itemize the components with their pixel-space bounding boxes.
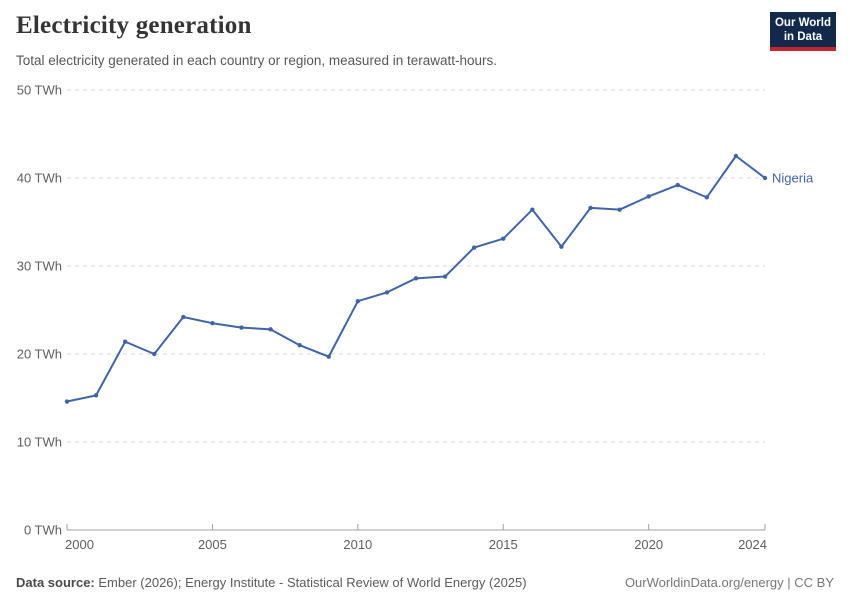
x-tick-label: 2015 bbox=[489, 537, 518, 552]
data-point[interactable] bbox=[152, 351, 157, 357]
data-point[interactable] bbox=[675, 182, 680, 188]
data-point[interactable] bbox=[442, 274, 448, 279]
data-point[interactable] bbox=[326, 354, 331, 359]
page-title: Electricity generation bbox=[16, 12, 252, 39]
data-point[interactable] bbox=[501, 236, 506, 241]
owid-logo[interactable]: Our World in Data bbox=[770, 12, 836, 51]
data-point[interactable] bbox=[762, 175, 768, 181]
owid-logo-line1: Our World bbox=[774, 17, 831, 29]
data-source-label: Data source: bbox=[16, 574, 95, 590]
data-point[interactable] bbox=[559, 244, 564, 249]
x-tick-label: 2000 bbox=[65, 537, 94, 552]
y-tick-label: 40 TWh bbox=[17, 171, 62, 186]
data-source-text: Ember (2026); Energy Institute - Statist… bbox=[98, 574, 527, 590]
data-point[interactable] bbox=[384, 290, 390, 295]
data-point[interactable] bbox=[530, 207, 535, 212]
data-point[interactable] bbox=[210, 321, 215, 326]
line-chart: 0 TWh 10 TWh 20 TWh 30 TWh 40 TWh 50 TWh 2000 2… bbox=[17, 83, 814, 553]
data-point[interactable] bbox=[239, 325, 244, 330]
chart-footer: Data source: Ember (2026); Energy Instit… bbox=[0, 572, 850, 592]
data-point[interactable] bbox=[268, 327, 273, 332]
data-point[interactable] bbox=[297, 343, 302, 348]
data-point[interactable] bbox=[93, 393, 99, 398]
data-point[interactable] bbox=[64, 399, 70, 404]
y-tick-label: 10 TWh bbox=[17, 435, 62, 450]
owid-logo-line2: in Data bbox=[783, 31, 823, 43]
data-point[interactable] bbox=[122, 339, 128, 344]
y-tick-label: 20 TWh bbox=[17, 347, 62, 362]
x-tick-label: 2005 bbox=[198, 537, 227, 552]
data-point[interactable] bbox=[181, 314, 186, 320]
data-point[interactable] bbox=[588, 205, 593, 211]
chart-subtitle: Total electricity generated in each coun… bbox=[16, 53, 497, 68]
credit-link[interactable]: OurWorldinData.org/energy | CC BY bbox=[624, 574, 834, 590]
y-tick-label: 50 TWh bbox=[17, 83, 62, 98]
x-tick-label: 2024 bbox=[738, 537, 767, 552]
x-tick-label: 2010 bbox=[343, 537, 372, 552]
data-source: Data source: Ember (2026); Energy Instit… bbox=[16, 575, 527, 590]
data-point[interactable] bbox=[733, 153, 739, 159]
data-point[interactable] bbox=[413, 276, 419, 281]
x-tick-label: 2020 bbox=[634, 537, 663, 552]
data-point[interactable] bbox=[704, 195, 710, 200]
data-point[interactable] bbox=[471, 245, 477, 250]
y-tick-label: 30 TWh bbox=[17, 259, 62, 274]
data-point[interactable] bbox=[617, 207, 622, 212]
series-label[interactable]: Nigeria bbox=[772, 171, 814, 186]
data-point[interactable] bbox=[646, 194, 651, 199]
data-point[interactable] bbox=[355, 299, 361, 304]
y-tick-label: 0 TWh bbox=[24, 523, 62, 538]
